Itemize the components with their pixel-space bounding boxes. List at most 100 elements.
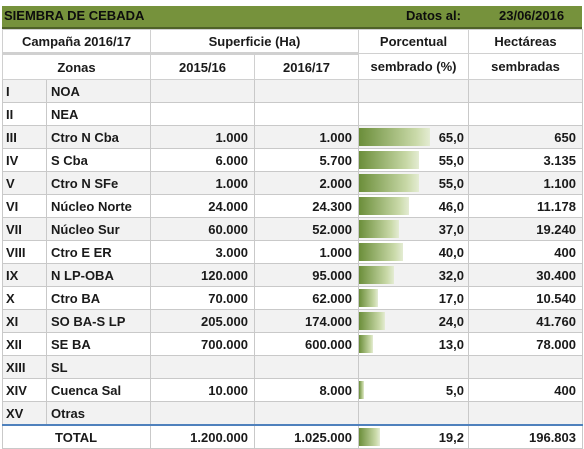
table-row: VIII Ctro E ER 3.000 1.000 40,0 400 xyxy=(2,240,583,264)
pct-bar xyxy=(359,335,374,353)
table-row: III Ctro N Cba 1.000 1.000 65,0 650 xyxy=(2,125,583,149)
hectares-sown: 1.100 xyxy=(468,171,583,195)
pct-bar xyxy=(359,381,365,399)
table-row: II NEA xyxy=(2,102,583,126)
pct-cell: 40,0 xyxy=(358,240,469,264)
table-row: I NOA xyxy=(2,79,583,103)
surface-2016-17: 24.300 xyxy=(254,194,359,218)
surface-2015-16 xyxy=(150,401,255,426)
surface-2015-16: 24.000 xyxy=(150,194,255,218)
hectares-sown xyxy=(468,355,583,379)
surface-2016-17: 95.000 xyxy=(254,263,359,287)
total-hectares: 196.803 xyxy=(468,424,583,449)
surface-2016-17: 52.000 xyxy=(254,217,359,241)
pct-bar xyxy=(359,289,378,307)
zone-name: Ctro E ER xyxy=(46,240,151,264)
pct-cell xyxy=(358,401,469,426)
report-title: SIEMBRA DE CEBADA xyxy=(4,8,145,23)
surface-2016-17 xyxy=(254,79,359,103)
pct-value: 24,0 xyxy=(438,313,464,329)
zone-roman: I xyxy=(2,79,47,103)
pct-value: 13,0 xyxy=(438,336,464,352)
pct-value: 5,0 xyxy=(445,382,464,398)
pct-value: 46,0 xyxy=(438,198,464,214)
pct-cell: 37,0 xyxy=(358,217,469,241)
table-row: XIII SL xyxy=(2,355,583,379)
pct-bar xyxy=(359,151,419,169)
surface-2015-16: 60.000 xyxy=(150,217,255,241)
zone-name: SO BA-S LP xyxy=(46,309,151,333)
table-row: IV S Cba 6.000 5.700 55,0 3.135 xyxy=(2,148,583,172)
hectares-sown: 78.000 xyxy=(468,332,583,356)
total-label: TOTAL xyxy=(2,424,151,449)
hectares-sown xyxy=(468,102,583,126)
zone-roman: XIII xyxy=(2,355,47,379)
surface-2016-17: 600.000 xyxy=(254,332,359,356)
hectares-sown xyxy=(468,401,583,426)
zone-roman: VI xyxy=(2,194,47,218)
surface-2015-16 xyxy=(150,102,255,126)
barley-sowing-table: Campaña 2016/17 Superficie (Ha) Porcentu… xyxy=(2,29,583,449)
table-row: IX N LP-OBA 120.000 95.000 32,0 30.400 xyxy=(2,263,583,287)
surface-2016-17: 1.000 xyxy=(254,125,359,149)
hectares-sown: 19.240 xyxy=(468,217,583,241)
zone-roman: IV xyxy=(2,148,47,172)
pct-cell xyxy=(358,355,469,379)
zone-roman: III xyxy=(2,125,47,149)
pct-cell: 55,0 xyxy=(358,148,469,172)
surface-2016-17 xyxy=(254,355,359,379)
surface-2016-17: 1.000 xyxy=(254,240,359,264)
pct-cell: 19,2 xyxy=(358,424,469,449)
zone-name: Otras xyxy=(46,401,151,426)
pct-bar xyxy=(359,243,403,261)
surface-header: Superficie (Ha) xyxy=(150,29,359,55)
pct-cell: 65,0 xyxy=(358,125,469,149)
year-1617-header: 2016/17 xyxy=(254,53,359,80)
zone-roman: II xyxy=(2,102,47,126)
table-row: X Ctro BA 70.000 62.000 17,0 10.540 xyxy=(2,286,583,310)
pct-bar xyxy=(359,266,394,284)
surface-2015-16 xyxy=(150,355,255,379)
pct-cell xyxy=(358,79,469,103)
surface-2015-16: 6.000 xyxy=(150,148,255,172)
surface-2015-16: 3.000 xyxy=(150,240,255,264)
total-2016-17: 1.025.000 xyxy=(254,424,359,449)
surface-2016-17: 5.700 xyxy=(254,148,359,172)
surface-2015-16: 700.000 xyxy=(150,332,255,356)
pct-value: 19,2 xyxy=(438,429,464,445)
total-row: TOTAL 1.200.000 1.025.000 19,2 196.803 xyxy=(2,424,583,449)
zone-name: Ctro N Cba xyxy=(46,125,151,149)
pct-cell: 17,0 xyxy=(358,286,469,310)
zone-name: NOA xyxy=(46,79,151,103)
pct-value: 55,0 xyxy=(438,175,464,191)
pct-value: 37,0 xyxy=(438,221,464,237)
zone-name: Núcleo Norte xyxy=(46,194,151,218)
pct-bar xyxy=(359,174,419,192)
pct-cell: 5,0 xyxy=(358,378,469,402)
zone-roman: X xyxy=(2,286,47,310)
zone-roman: VII xyxy=(2,217,47,241)
pct-value: 40,0 xyxy=(438,244,464,260)
pct-cell: 55,0 xyxy=(358,171,469,195)
ha-header-2: sembradas xyxy=(468,53,583,80)
pct-value: 17,0 xyxy=(438,290,464,306)
surface-2016-17 xyxy=(254,102,359,126)
zones-header: Zonas xyxy=(2,53,151,80)
campaign-header: Campaña 2016/17 xyxy=(2,29,151,55)
zone-roman: IX xyxy=(2,263,47,287)
zone-roman: XIV xyxy=(2,378,47,402)
header-row-1: Campaña 2016/17 Superficie (Ha) Porcentu… xyxy=(2,29,583,55)
pct-value: 65,0 xyxy=(438,129,464,145)
pct-cell: 46,0 xyxy=(358,194,469,218)
pct-cell xyxy=(358,102,469,126)
zone-roman: VIII xyxy=(2,240,47,264)
zone-name: SL xyxy=(46,355,151,379)
hectares-sown: 650 xyxy=(468,125,583,149)
zone-roman: XV xyxy=(2,401,47,426)
zone-roman: XI xyxy=(2,309,47,333)
pct-value: 32,0 xyxy=(438,267,464,283)
surface-2015-16 xyxy=(150,79,255,103)
zone-name: SE BA xyxy=(46,332,151,356)
surface-2016-17 xyxy=(254,401,359,426)
pct-cell: 24,0 xyxy=(358,309,469,333)
